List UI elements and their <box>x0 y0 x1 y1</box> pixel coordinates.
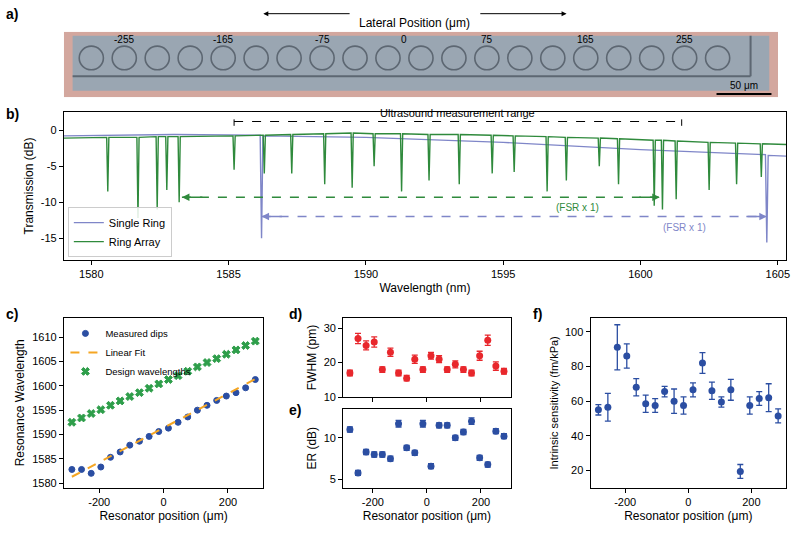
svg-text:(FSR x 1): (FSR x 1) <box>663 222 706 233</box>
svg-text:-255: -255 <box>114 34 134 45</box>
svg-text:Transmission (dB): Transmission (dB) <box>22 138 36 235</box>
svg-text:Resonance Wavelength: Resonance Wavelength <box>13 339 27 466</box>
svg-text:5: 5 <box>330 473 336 485</box>
svg-text:1605: 1605 <box>766 268 790 280</box>
svg-text:-75: -75 <box>315 34 330 45</box>
svg-text:1605: 1605 <box>32 355 56 367</box>
svg-text:0: 0 <box>685 496 691 508</box>
svg-text:-10: -10 <box>41 196 57 208</box>
svg-text:-200: -200 <box>88 496 110 508</box>
svg-text:Resonator position (μm): Resonator position (μm) <box>624 509 752 523</box>
svg-text:a): a) <box>6 6 18 22</box>
svg-text:Wavelength (nm): Wavelength (nm) <box>379 281 470 295</box>
svg-text:60: 60 <box>571 395 583 407</box>
svg-text:d): d) <box>289 306 302 322</box>
svg-text:100: 100 <box>565 326 583 338</box>
svg-text:165: 165 <box>577 34 594 45</box>
svg-text:30: 30 <box>324 322 336 334</box>
svg-text:Ring Array: Ring Array <box>109 236 161 248</box>
svg-text:1585: 1585 <box>216 268 240 280</box>
svg-text:20: 20 <box>324 356 336 368</box>
svg-text:50 μm: 50 μm <box>730 80 758 91</box>
svg-text:Single Ring: Single Ring <box>109 217 165 229</box>
svg-text:Linear Fit: Linear Fit <box>105 347 145 358</box>
svg-text:1610: 1610 <box>32 331 56 343</box>
svg-text:1590: 1590 <box>354 268 378 280</box>
svg-text:1600: 1600 <box>32 380 56 392</box>
svg-text:-200: -200 <box>614 496 636 508</box>
svg-text:b): b) <box>6 106 19 122</box>
svg-text:0: 0 <box>424 496 430 508</box>
svg-text:200: 200 <box>742 496 760 508</box>
svg-text:75: 75 <box>481 34 493 45</box>
svg-text:1595: 1595 <box>491 268 515 280</box>
svg-text:0: 0 <box>161 496 167 508</box>
svg-text:Resonator position (μm): Resonator position (μm) <box>363 509 491 523</box>
svg-text:-15: -15 <box>41 232 57 244</box>
svg-text:Intrinsic sensitivity (fm/kPa): Intrinsic sensitivity (fm/kPa) <box>548 336 560 469</box>
svg-text:1600: 1600 <box>628 268 652 280</box>
svg-text:1580: 1580 <box>32 477 56 489</box>
svg-text:20: 20 <box>571 464 583 476</box>
svg-text:Ultrasound measurement range: Ultrasound measurement range <box>380 107 535 119</box>
svg-text:80: 80 <box>571 360 583 372</box>
svg-text:Measured dips: Measured dips <box>105 328 168 339</box>
svg-text:200: 200 <box>219 496 237 508</box>
svg-text:10: 10 <box>324 391 336 403</box>
svg-text:Design wavelengths: Design wavelengths <box>105 366 190 377</box>
svg-text:e): e) <box>289 402 301 418</box>
svg-text:-5: -5 <box>47 160 57 172</box>
svg-text:ER (dB): ER (dB) <box>305 427 319 470</box>
svg-text:Lateral Position (μm): Lateral Position (μm) <box>359 16 470 30</box>
svg-text:0: 0 <box>401 34 407 45</box>
svg-text:c): c) <box>6 306 18 322</box>
svg-text:-200: -200 <box>362 496 384 508</box>
svg-text:1595: 1595 <box>32 404 56 416</box>
svg-text:-165: -165 <box>213 34 233 45</box>
svg-text:200: 200 <box>472 496 490 508</box>
svg-text:1585: 1585 <box>32 453 56 465</box>
svg-text:Resonator position (μm): Resonator position (μm) <box>99 509 227 523</box>
svg-text:1580: 1580 <box>79 268 103 280</box>
svg-text:FWHM (pm): FWHM (pm) <box>305 325 319 390</box>
svg-text:1590: 1590 <box>32 428 56 440</box>
svg-text:40: 40 <box>571 430 583 442</box>
svg-text:f): f) <box>533 306 542 322</box>
svg-text:(FSR x 1): (FSR x 1) <box>556 202 599 213</box>
svg-text:255: 255 <box>676 34 693 45</box>
svg-text:0: 0 <box>51 124 57 136</box>
svg-text:10: 10 <box>324 432 336 444</box>
